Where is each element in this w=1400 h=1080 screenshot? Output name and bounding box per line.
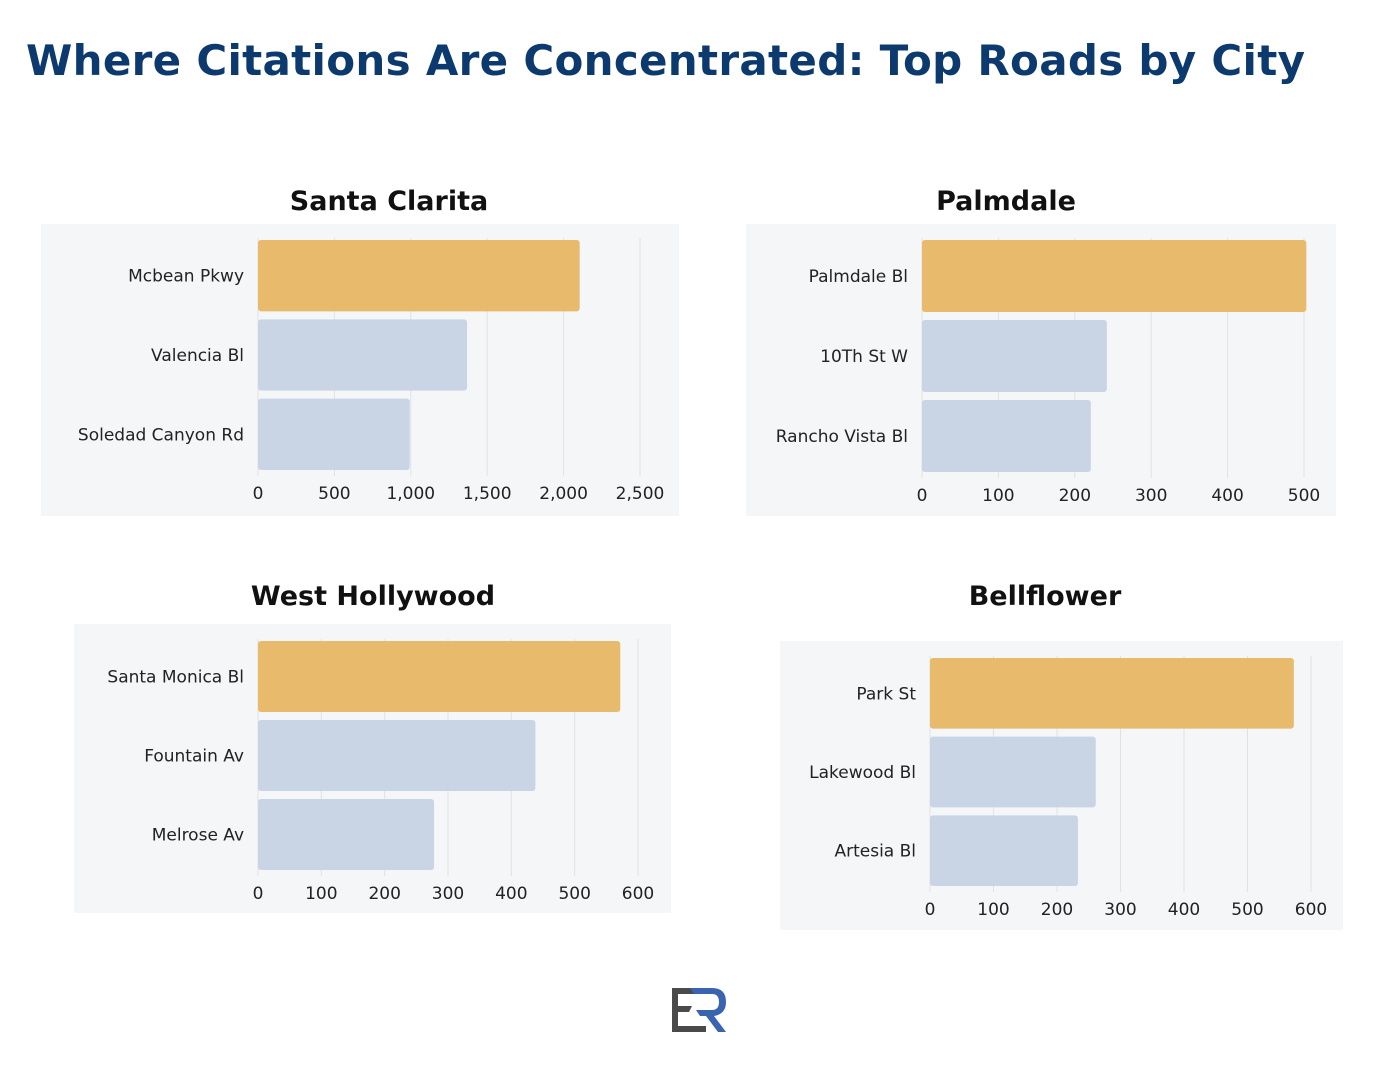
bar bbox=[258, 398, 410, 470]
category-label: Palmdale Bl bbox=[809, 267, 908, 287]
category-label: Valencia Bl bbox=[151, 346, 244, 366]
category-label: Lakewood Bl bbox=[809, 763, 916, 783]
logo bbox=[672, 988, 726, 1032]
logo-r-icon bbox=[690, 988, 726, 1032]
x-tick-label: 100 bbox=[977, 900, 1009, 920]
x-tick-label: 2,000 bbox=[539, 484, 588, 504]
x-tick-label: 500 bbox=[558, 884, 590, 904]
chart-west-hollywood: West Hollywood 0 100 200 300 400 500 600 Santa M… bbox=[74, 581, 671, 913]
category-label: Melrose Av bbox=[152, 826, 244, 846]
x-tick-label: 300 bbox=[1104, 900, 1136, 920]
bar bbox=[258, 319, 468, 391]
category-label: Mcbean Pkwy bbox=[128, 267, 244, 287]
category-label: Soledad Canyon Rd bbox=[78, 425, 244, 445]
bar bbox=[258, 720, 536, 791]
bar bbox=[930, 658, 1294, 729]
x-tick-label: 0 bbox=[917, 486, 928, 506]
bar bbox=[922, 240, 1307, 312]
x-tick-label: 400 bbox=[495, 884, 527, 904]
chart-title: Santa Clarita bbox=[290, 186, 488, 217]
chart-bellflower: Bellflower 0 100 200 300 400 500 600 Park St Lake… bbox=[780, 581, 1343, 930]
chart-palmdale: Palmdale 0 100 200 300 400 500 Palmdale Bl 10Th … bbox=[746, 186, 1336, 516]
x-tick-label: 500 bbox=[1231, 900, 1263, 920]
bar bbox=[258, 799, 435, 870]
bar bbox=[258, 641, 621, 712]
x-tick-label: 200 bbox=[1041, 900, 1073, 920]
x-tick-label: 300 bbox=[1135, 486, 1167, 506]
x-tick-label: 200 bbox=[1059, 486, 1091, 506]
bar bbox=[930, 815, 1078, 886]
x-tick-label: 1,000 bbox=[386, 484, 435, 504]
x-tick-label: 1,500 bbox=[463, 484, 512, 504]
x-tick-label: 600 bbox=[622, 884, 654, 904]
x-tick-label: 500 bbox=[1288, 486, 1320, 506]
category-label: Rancho Vista Bl bbox=[776, 427, 908, 447]
bar bbox=[922, 320, 1107, 392]
x-tick-label: 400 bbox=[1211, 486, 1243, 506]
chart-title: West Hollywood bbox=[251, 581, 495, 612]
page-title: Where Citations Are Concentrated: Top Ro… bbox=[26, 36, 1306, 85]
category-label: Artesia Bl bbox=[834, 842, 916, 862]
x-tick-label: 400 bbox=[1168, 900, 1200, 920]
x-tick-label: 100 bbox=[982, 486, 1014, 506]
category-label: Fountain Av bbox=[144, 747, 244, 767]
category-label: 10Th St W bbox=[820, 347, 908, 367]
logo-e-icon bbox=[672, 988, 706, 1032]
x-tick-label: 0 bbox=[925, 900, 936, 920]
chart-title: Bellflower bbox=[969, 581, 1122, 612]
x-tick-label: 0 bbox=[253, 484, 264, 504]
x-tick-label: 500 bbox=[318, 484, 350, 504]
bar bbox=[930, 736, 1096, 808]
x-tick-label: 300 bbox=[432, 884, 464, 904]
x-tick-label: 200 bbox=[368, 884, 400, 904]
x-tick-label: 600 bbox=[1295, 900, 1327, 920]
x-tick-label: 100 bbox=[305, 884, 337, 904]
bar bbox=[922, 400, 1091, 472]
category-label: Park St bbox=[856, 684, 916, 704]
bar bbox=[258, 240, 580, 312]
category-label: Santa Monica Bl bbox=[107, 668, 244, 688]
chart-title: Palmdale bbox=[936, 186, 1076, 217]
x-tick-label: 2,500 bbox=[616, 484, 665, 504]
chart-santa-clarita: Santa Clarita 0 500 1,000 1,500 2,000 2,500 Mcb… bbox=[41, 186, 679, 516]
x-tick-label: 0 bbox=[253, 884, 264, 904]
